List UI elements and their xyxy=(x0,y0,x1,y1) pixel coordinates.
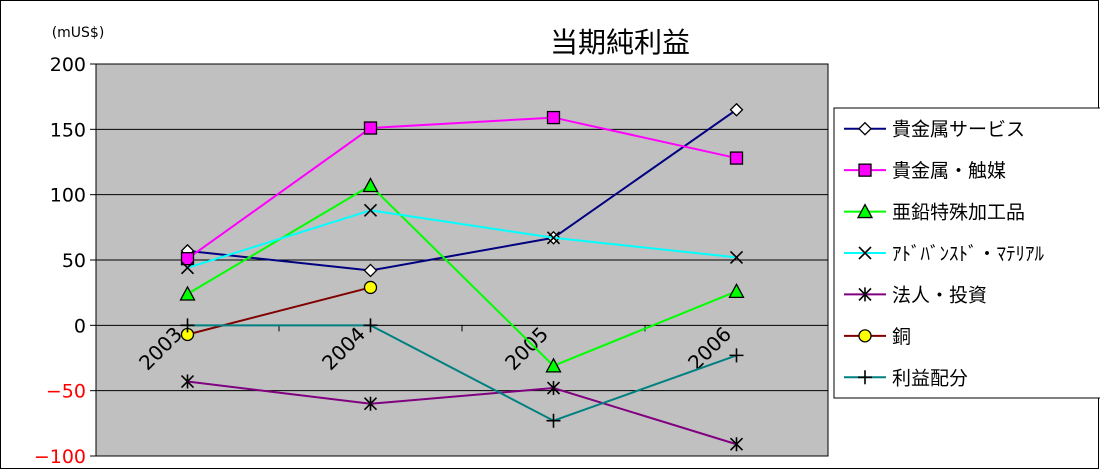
series-4 xyxy=(180,203,744,275)
data-point xyxy=(180,261,195,275)
series-line xyxy=(186,116,737,260)
series-line xyxy=(187,286,371,336)
legend-label: 貴金属・触媒 xyxy=(892,160,1006,182)
legend-item: 利益配分 xyxy=(844,367,968,389)
data-point xyxy=(546,381,561,396)
data-point xyxy=(180,318,195,333)
series-line xyxy=(187,209,737,269)
legend-marker xyxy=(858,163,872,177)
data-point xyxy=(728,282,745,299)
data-point xyxy=(180,252,195,266)
data-point xyxy=(179,285,196,301)
legend-item: 銅 xyxy=(844,326,911,348)
y-tick-label: 150 xyxy=(50,119,86,141)
data-point xyxy=(729,151,744,165)
y-tick-label: −50 xyxy=(46,381,86,403)
data-point xyxy=(363,280,378,295)
series-line xyxy=(187,324,737,422)
y-tick-label: 0 xyxy=(74,315,86,337)
data-point xyxy=(363,121,378,135)
legend-marker xyxy=(858,287,872,302)
legend-label: 亜鉛特殊加工品 xyxy=(892,202,1025,224)
legend-label: 銅 xyxy=(892,326,911,348)
series-line xyxy=(187,108,738,272)
data-point xyxy=(729,348,744,363)
y-tick-label: 200 xyxy=(50,54,86,76)
data-point xyxy=(729,437,744,452)
legend-item: 貴金属サービス xyxy=(844,119,1025,141)
legend-label: 貴金属サービス xyxy=(892,119,1025,141)
legend-marker xyxy=(858,246,872,260)
data-point xyxy=(363,263,378,278)
data-point xyxy=(729,102,744,117)
series-2 xyxy=(180,110,744,266)
series-7 xyxy=(180,318,744,428)
y-tick-label: 100 xyxy=(50,185,86,207)
data-point xyxy=(363,203,378,217)
data-point xyxy=(363,318,378,333)
y-unit-label: (mUS$) xyxy=(52,25,105,41)
series-6 xyxy=(180,280,378,342)
legend-label: ｱﾄﾞﾊﾞﾝｽﾄﾞ・ﾏﾃﾘｱﾙ xyxy=(892,243,1045,265)
y-tick-label: 50 xyxy=(62,250,86,272)
data-point xyxy=(729,250,744,264)
data-point xyxy=(545,357,562,373)
legend-marker xyxy=(858,121,872,136)
data-point xyxy=(180,374,195,389)
y-tick-label: −100 xyxy=(34,446,86,468)
legend-marker xyxy=(858,329,872,343)
data-point xyxy=(546,110,561,125)
legend-label: 利益配分 xyxy=(892,367,968,389)
series-line xyxy=(187,380,737,446)
legend-marker xyxy=(858,370,872,385)
legend-item: 貴金属・触媒 xyxy=(844,160,1006,182)
legend-marker xyxy=(856,203,874,219)
chart-title: 当期純利益 xyxy=(550,26,690,59)
data-point xyxy=(546,231,561,245)
data-point xyxy=(546,413,561,428)
data-point xyxy=(362,177,379,193)
series-5 xyxy=(180,374,744,452)
legend-item: 法人・投資 xyxy=(844,284,987,306)
legend-item: ｱﾄﾞﾊﾞﾝｽﾄﾞ・ﾏﾃﾘｱﾙ xyxy=(844,243,1045,265)
legend-item: 亜鉛特殊加工品 xyxy=(844,202,1025,224)
data-point xyxy=(363,396,378,411)
legend-label: 法人・投資 xyxy=(892,284,987,306)
